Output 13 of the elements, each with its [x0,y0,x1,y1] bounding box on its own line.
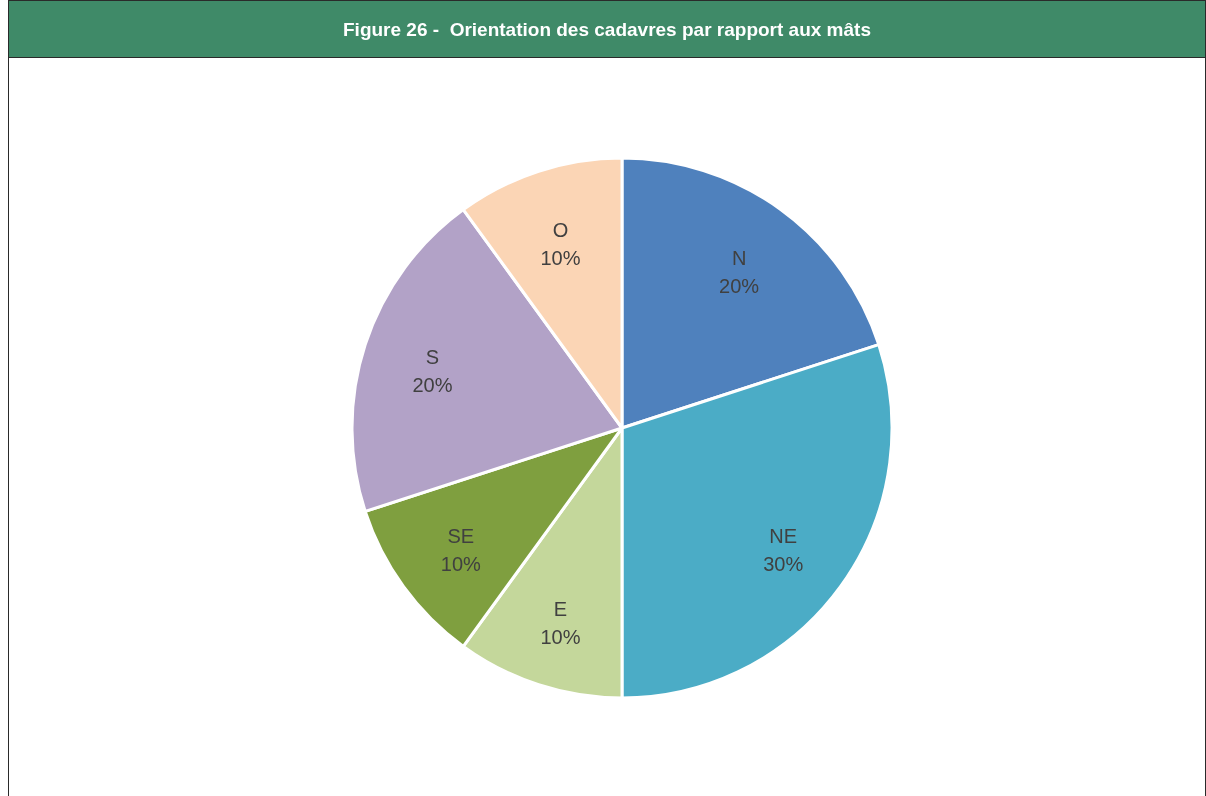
data-label: 20% [412,374,453,397]
slice-label: NE [769,525,798,548]
data-label: 10% [440,553,482,576]
chart-title: Figure 26 - Orientation des cadavres par rapport aux mâts [343,19,871,40]
slice-label: O [552,218,569,241]
data-label: 10% [540,625,581,648]
slice-label: SE [447,525,475,548]
data-label: 20% [719,274,760,297]
slice-label: N [731,246,747,269]
data-label: 30% [763,553,804,576]
data-label: 10% [540,246,581,269]
slice-label: S [425,346,440,369]
slice-label: E [553,597,568,620]
